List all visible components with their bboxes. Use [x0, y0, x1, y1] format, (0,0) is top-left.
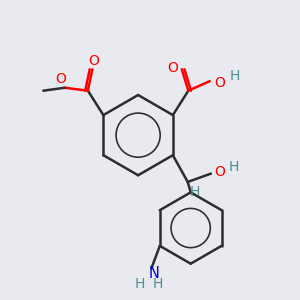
Text: O: O: [167, 61, 178, 75]
Text: N: N: [148, 266, 159, 281]
Text: H: H: [135, 277, 146, 291]
Text: H: H: [153, 277, 163, 291]
Text: O: O: [55, 72, 66, 86]
Text: H: H: [228, 160, 239, 174]
Text: H: H: [230, 69, 240, 83]
Text: O: O: [214, 76, 225, 90]
Text: H: H: [190, 185, 200, 200]
Text: O: O: [214, 165, 225, 179]
Text: O: O: [88, 54, 99, 68]
